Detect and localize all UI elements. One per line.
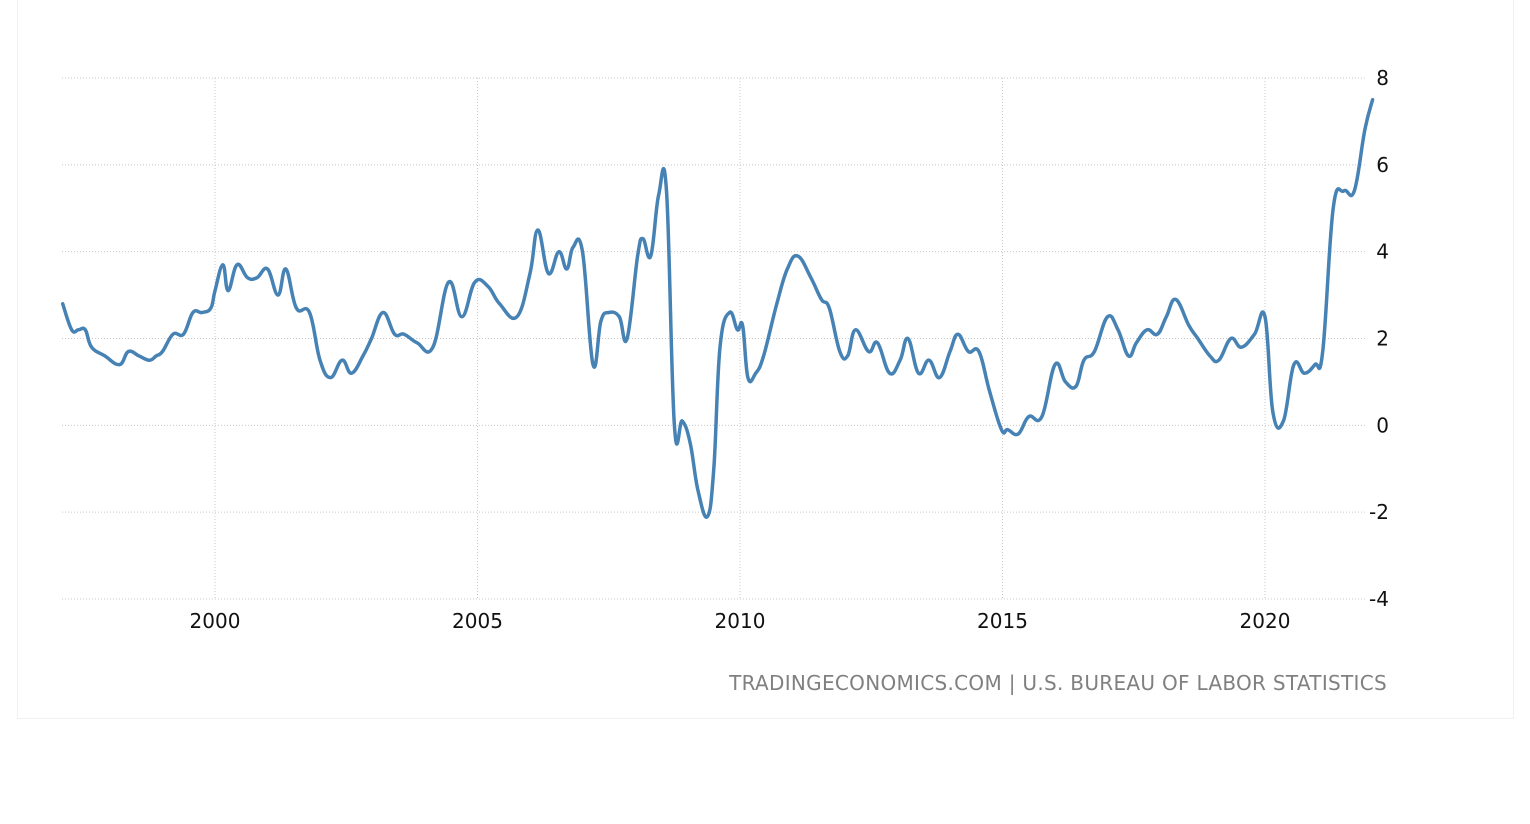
- grid: [62, 77, 1365, 600]
- x-tick-label: 2020: [1240, 609, 1291, 633]
- x-tick-label: 2010: [715, 609, 766, 633]
- y-tick-label: 8: [1376, 66, 1389, 90]
- y-tick-label: -4: [1369, 587, 1389, 611]
- x-tick-label: 2000: [190, 609, 241, 633]
- y-tick-label: 2: [1376, 327, 1389, 351]
- y-tick-label: 0: [1376, 413, 1389, 437]
- axis-ticks: 8 6 4 2 0 -2 -4 2000 2005 2010 2015 2020: [190, 66, 1389, 633]
- y-tick-label: 6: [1376, 153, 1389, 177]
- series-group: [60, 97, 1375, 519]
- y-tick-label: -2: [1369, 500, 1389, 524]
- x-tick-label: 2005: [452, 609, 503, 633]
- source-credit: TRADINGECONOMICS.COM | U.S. BUREAU OF LA…: [728, 671, 1387, 695]
- x-tick-label: 2015: [977, 609, 1028, 633]
- series-line: [60, 97, 1375, 519]
- y-tick-label: 4: [1376, 240, 1389, 264]
